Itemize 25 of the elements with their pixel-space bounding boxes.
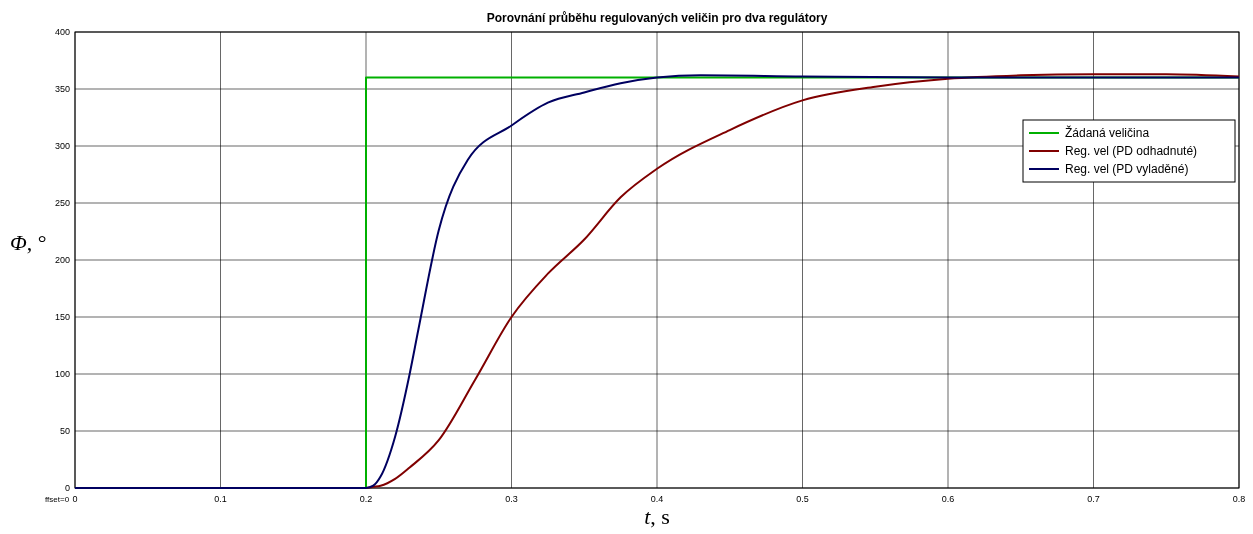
- y-tick-label: 100: [54, 369, 70, 379]
- y-tick-label: 0: [64, 483, 70, 493]
- x-tick-label: 0.8: [1232, 494, 1246, 504]
- x-tick-label: 0.3: [505, 494, 518, 504]
- x-tick-label: 0.7: [1087, 494, 1100, 504]
- legend-label: Reg. vel (PD vyladěné): [1065, 162, 1189, 176]
- x-axis-title: t, s: [644, 504, 670, 529]
- y-tick-label: 50: [59, 426, 70, 436]
- y-tick-label: 400: [54, 27, 70, 37]
- x-tick-label: 0.1: [214, 494, 227, 504]
- y-tick-label: 350: [54, 84, 70, 94]
- text: ffset=0: [45, 495, 70, 504]
- y-tick-label: 250: [54, 198, 70, 208]
- legend-label: Reg. vel (PD odhadnuté): [1065, 144, 1198, 158]
- y-tick-label: 150: [54, 312, 70, 322]
- x-tick-label: 0.6: [941, 494, 955, 504]
- y-axis-title: Φ, °: [10, 230, 47, 255]
- x-tick-label: 0.5: [796, 494, 809, 504]
- x-tick-label: 0.4: [650, 494, 664, 504]
- chart-title: Porovnání průběhu regulovaných veličin pro dva regulátory: [486, 11, 828, 25]
- x-tick-label: 0.2: [359, 494, 373, 504]
- x-tick-label: 0: [72, 494, 78, 504]
- y-tick-label: 200: [54, 255, 70, 265]
- legend-label: Žádaná veličina: [1065, 125, 1150, 140]
- y-tick-label: 300: [54, 141, 70, 151]
